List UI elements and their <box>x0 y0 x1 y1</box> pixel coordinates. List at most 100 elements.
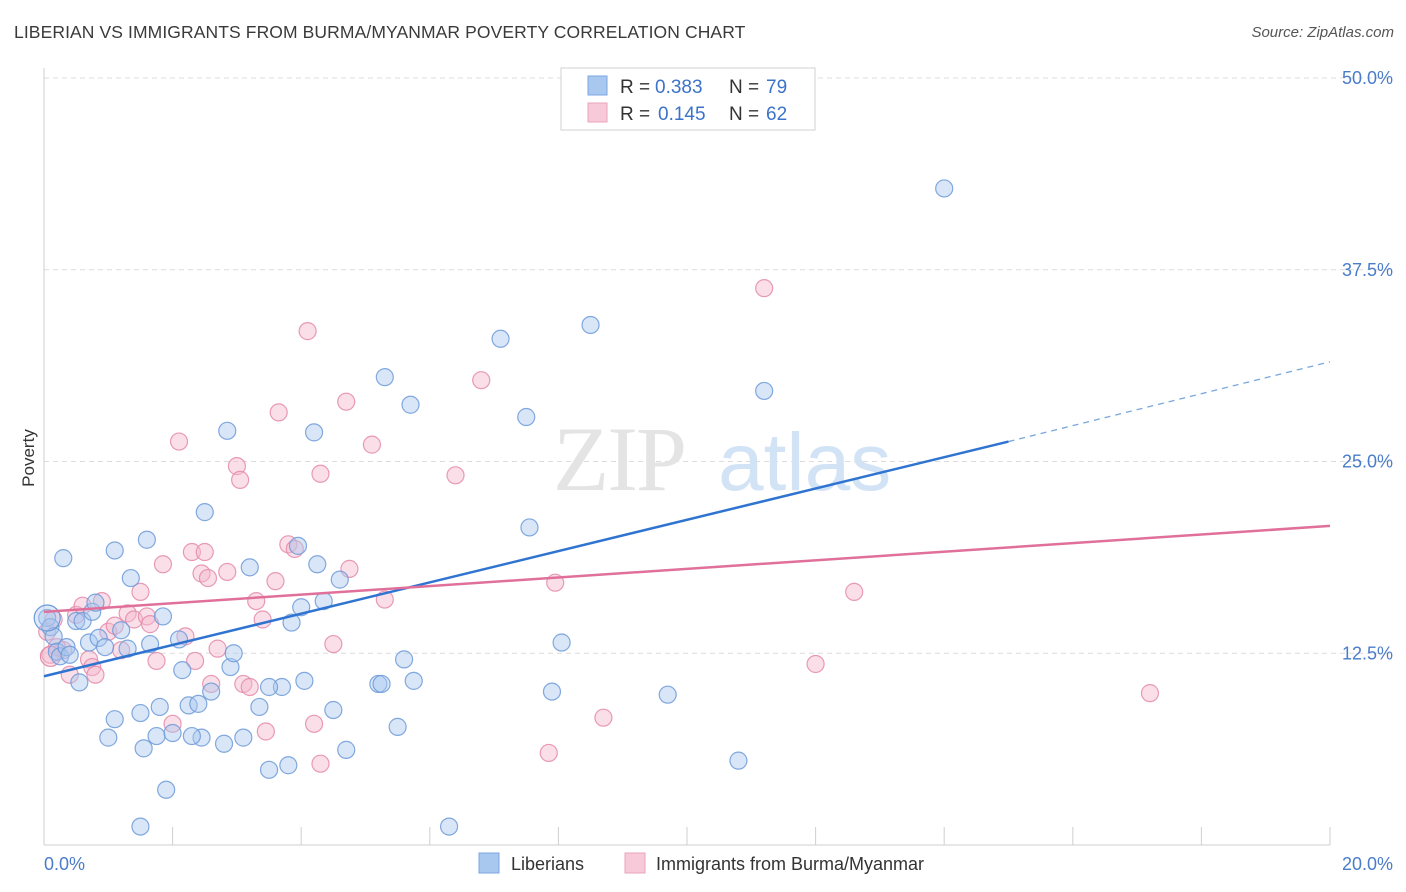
liberian-point-54 <box>330 570 349 589</box>
legend-r-value-1: 0.383 <box>655 77 703 98</box>
liberian-point-57 <box>372 674 391 694</box>
burma-point-43 <box>304 714 324 733</box>
liberian-point-large <box>33 604 61 632</box>
axes <box>43 68 1331 846</box>
burma-point-45 <box>311 754 330 773</box>
liberian-point-62 <box>404 671 423 690</box>
liberian-point-49 <box>295 671 314 690</box>
liberian-point-76 <box>259 677 279 697</box>
liberian-point-14 <box>89 628 108 648</box>
y-axis-label: Poverty <box>19 429 38 487</box>
bottom-legend-label-burma: Immigrants from Burma/Myanmar <box>656 854 924 874</box>
liberian-point-69 <box>581 315 600 335</box>
liberian-point-42 <box>250 697 269 717</box>
liberian-point-63 <box>439 817 459 836</box>
burma-point-35 <box>247 591 266 611</box>
liberian-point-28 <box>163 723 182 743</box>
legend-r-label-2: R = <box>620 104 650 125</box>
liberian-point-34 <box>195 503 214 522</box>
liberian-point-39 <box>224 644 243 663</box>
legend-n-value-2: 62 <box>766 104 787 125</box>
liberian-point-73 <box>935 179 954 198</box>
liberian-point-30 <box>173 661 192 680</box>
liberian-point-16 <box>105 541 124 560</box>
burma-point-57 <box>806 654 825 674</box>
pink-point-group <box>38 279 1160 773</box>
liberian-trend-line-extension <box>1008 361 1331 443</box>
burma-point-38 <box>266 572 285 591</box>
burma-point-26 <box>192 564 211 583</box>
liberian-point-75 <box>134 739 153 758</box>
burma-point-53 <box>539 743 558 763</box>
burma-point-12 <box>105 616 124 635</box>
y-tick-label-1: 25.0% <box>1342 452 1393 472</box>
burma-point-52 <box>472 371 491 390</box>
burma-point-44 <box>311 464 330 483</box>
y-tick-label-3: 50.0% <box>1342 68 1393 88</box>
burma-point-47 <box>337 392 356 411</box>
burma-point-24 <box>182 542 201 562</box>
bottom-legend-swatch-blue <box>478 852 500 874</box>
liberian-point-51 <box>308 555 327 574</box>
burma-point-16 <box>131 582 150 601</box>
liberian-point-23 <box>137 530 156 549</box>
burma-point-39 <box>269 403 288 422</box>
liberian-point-44 <box>272 677 292 697</box>
liberian-point-9 <box>70 673 89 692</box>
burma-point-32 <box>231 470 250 490</box>
burma-point-46 <box>324 634 343 654</box>
top-legend: R = 0.383 N = 79 R = 0.145 N = 62 <box>560 67 816 131</box>
burma-point-25 <box>186 651 205 671</box>
burma-point-34 <box>240 677 259 697</box>
liberian-point-78 <box>150 697 169 717</box>
chart-title: LIBERIAN VS IMMIGRANTS FROM BURMA/MYANMA… <box>14 22 746 42</box>
burma-point-27 <box>195 542 214 562</box>
burma-point-29 <box>208 639 227 658</box>
liberian-point-27 <box>157 780 176 799</box>
legend-r-label-1: R = <box>620 77 650 98</box>
blue-point-group <box>33 179 954 836</box>
liberian-point-74 <box>131 817 150 836</box>
burma-point-31 <box>227 457 246 476</box>
y-tick-label-0: 12.5% <box>1342 643 1393 663</box>
liberian-point-64 <box>491 329 510 348</box>
liberian-point-19 <box>121 568 140 588</box>
liberian-point-8 <box>67 611 86 631</box>
liberian-point-50 <box>304 423 324 442</box>
liberian-point-45 <box>279 756 298 775</box>
liberian-point-53 <box>324 700 343 720</box>
liberian-point-67 <box>542 682 562 701</box>
burma-point-28 <box>198 568 218 588</box>
liberian-point-17 <box>112 621 131 640</box>
burma-point-19 <box>147 651 166 671</box>
liberian-point-66 <box>520 518 539 537</box>
bottom-legend-label-liberians: Liberians <box>511 854 584 874</box>
burma-point-41 <box>285 539 304 559</box>
liberian-point-55 <box>337 740 356 759</box>
liberian-point-37 <box>218 421 237 440</box>
liberian-point-35 <box>202 682 221 701</box>
y-tick-labels: 12.5% 25.0% 37.5% 50.0% <box>1342 68 1393 663</box>
liberian-point-61 <box>401 395 420 414</box>
liberian-point-43 <box>259 760 279 779</box>
watermark-atlas: atlas <box>718 417 891 508</box>
liberian-point-36 <box>214 734 234 753</box>
legend-n-label-1: N = <box>729 77 759 98</box>
liberian-point-65 <box>517 407 536 427</box>
burma-point-59 <box>1140 684 1160 703</box>
burma-point-51 <box>446 466 465 485</box>
x-tick-label-0: 0.0% <box>44 854 85 874</box>
liberian-trend-line <box>43 440 1009 678</box>
liberian-point-70 <box>658 685 677 704</box>
liberian-point-40 <box>234 728 253 747</box>
legend-swatch-blue <box>587 75 608 96</box>
liberian-point-32 <box>189 694 208 713</box>
liberian-point-10 <box>73 611 92 631</box>
liberian-point-20 <box>105 710 124 729</box>
liberian-point-72 <box>755 381 774 401</box>
burma-trend-line <box>43 524 1331 614</box>
liberian-point-2 <box>44 627 63 646</box>
burma-point-58 <box>845 582 864 601</box>
burma-point-49 <box>362 435 382 454</box>
burma-point-60 <box>202 674 221 694</box>
